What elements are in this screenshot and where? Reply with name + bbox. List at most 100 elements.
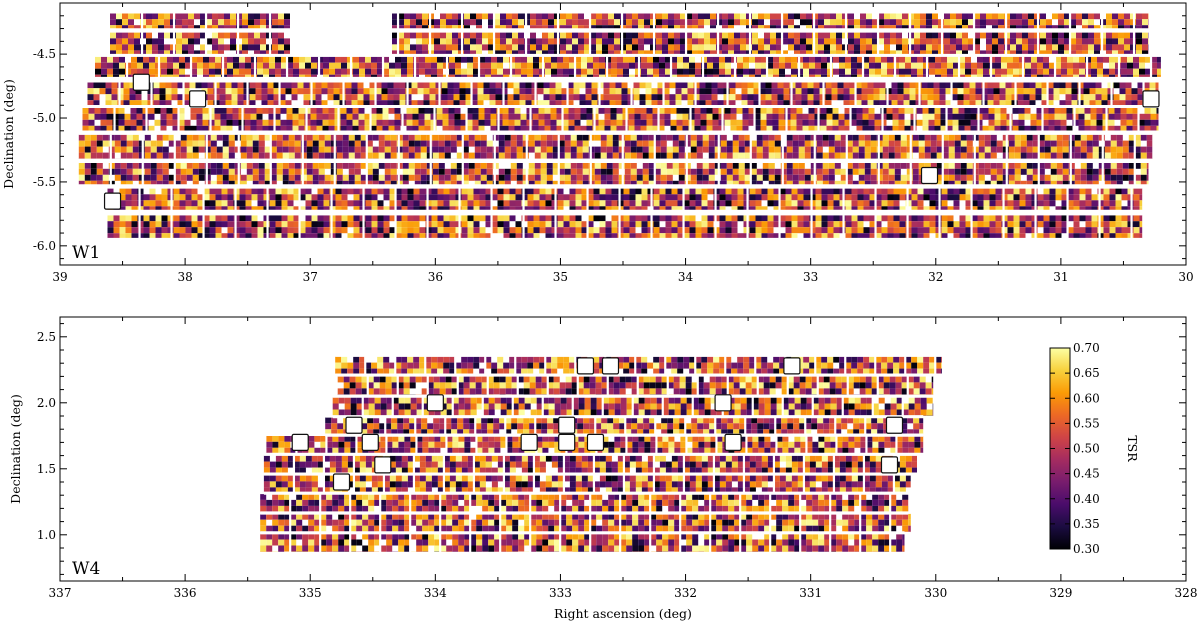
map-cell [947,62,953,69]
map-cell [779,68,785,75]
map-cell [286,119,293,126]
map-cell [486,146,493,153]
map-cell [324,134,331,141]
map-cell [218,25,224,29]
map-cell [700,125,707,131]
map-cell [558,180,565,185]
map-cell [899,188,906,195]
map-cell [868,113,875,120]
map-cell [412,113,419,120]
map-cell [966,168,973,175]
map-cell [638,44,644,51]
map-cell [237,82,244,89]
map-cell [1118,13,1124,20]
map-cell [1074,168,1081,175]
map-cell [221,194,228,201]
map-cell [482,44,488,51]
map-cell [525,94,532,101]
map-cell [690,174,697,181]
map-cell [1018,125,1025,131]
map-cell [868,125,875,131]
map-cell [306,180,313,185]
map-cell [840,180,847,185]
map-cell [951,88,958,95]
map-cell [1119,88,1126,95]
map-cell [383,74,389,78]
map-cell [311,68,317,75]
map-cell [845,74,851,78]
map-cell [1124,38,1130,45]
map-cell [730,107,737,114]
map-cell [377,74,383,78]
map-cell [116,19,122,26]
map-cell [860,13,866,20]
map-cell [196,119,203,126]
map-cell [226,113,233,120]
map-cell [782,32,788,39]
map-cell [534,140,541,147]
map-cell [173,194,180,201]
map-cell [412,119,419,126]
map-cell [288,146,295,153]
map-cell [1095,94,1102,101]
map-cell [828,134,835,141]
map-cell [1000,119,1007,126]
map-cell [282,174,289,181]
map-cell [128,19,134,26]
map-cell [729,82,736,89]
map-cell [518,32,524,39]
map-cell [122,38,128,45]
map-cell [228,146,235,153]
map-cell [280,119,287,126]
map-cell [881,194,888,201]
map-cell [381,88,388,95]
map-cell [878,50,884,55]
map-cell [687,94,694,101]
map-cell [852,152,859,159]
map-cell [340,119,347,126]
map-cell [316,107,323,114]
map-cell [1086,162,1093,169]
map-cell [467,56,473,63]
map-cell [1001,62,1007,69]
map-cell [395,188,402,195]
map-cell [218,44,224,51]
map-cell [172,119,179,126]
map-cell [465,88,472,95]
map-cell [516,134,523,141]
map-cell [1084,119,1091,126]
map-cell [230,44,236,51]
map-cell [562,107,569,114]
map-cell [96,140,103,147]
map-cell [402,134,409,141]
map-cell [788,32,794,39]
map-cell [237,88,244,95]
map-cell [825,88,832,95]
map-cell [329,74,335,78]
map-cell [660,140,667,147]
map-cell [960,162,967,169]
map-cell [530,50,536,55]
map-cell [756,146,763,153]
map-cell [178,125,185,131]
map-cell [964,125,971,131]
map-cell [311,62,317,69]
map-cell [804,152,811,159]
map-cell [274,113,281,120]
map-cell [683,188,690,195]
map-cell [346,119,353,126]
map-cell [203,200,210,207]
map-cell [794,44,800,51]
map-cell [1092,152,1099,159]
map-cell [858,134,865,141]
map-cell [980,25,986,29]
map-cell [474,168,481,175]
map-cell [617,56,623,63]
map-cell [962,19,968,26]
map-cell [766,125,773,131]
map-cell [143,68,149,75]
map-cell [651,88,658,95]
map-cell [653,194,660,201]
map-cell [917,194,924,201]
map-cell [992,25,998,29]
